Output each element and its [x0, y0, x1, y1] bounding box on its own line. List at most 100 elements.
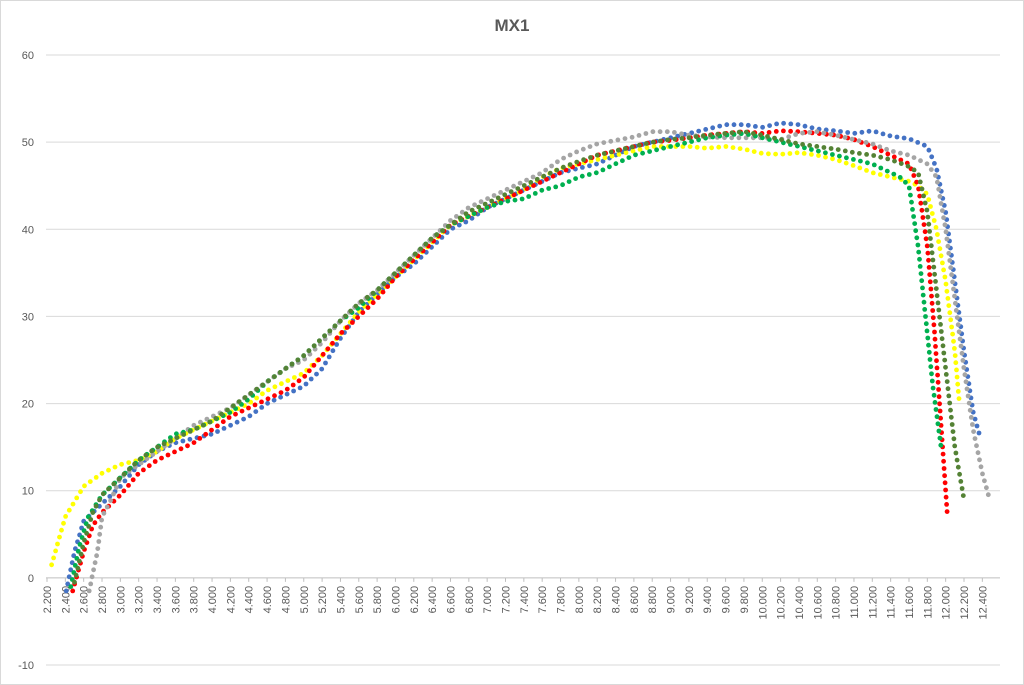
x-tick-label: 7.800: [556, 586, 568, 614]
data-point: [809, 152, 814, 157]
data-point: [290, 382, 296, 388]
data-point: [838, 129, 843, 134]
data-point: [941, 267, 946, 273]
data-point: [905, 152, 910, 158]
data-point: [121, 488, 127, 494]
data-point: [793, 140, 798, 146]
data-point: [976, 430, 982, 436]
data-point: [857, 151, 862, 156]
data-point: [745, 122, 751, 128]
data-point: [392, 271, 397, 277]
data-point: [463, 211, 469, 217]
data-point: [143, 452, 149, 458]
data-point: [278, 394, 283, 400]
data-point: [283, 365, 289, 371]
data-point: [807, 143, 813, 148]
data-point: [948, 414, 954, 420]
data-point: [402, 261, 408, 267]
data-point: [928, 204, 933, 209]
data-point: [643, 131, 649, 136]
data-point: [947, 400, 953, 406]
data-point: [925, 335, 931, 341]
data-point: [953, 308, 959, 313]
data-point: [936, 186, 942, 192]
x-tick-label: 9.600: [721, 586, 733, 614]
data-point: [292, 375, 297, 380]
data-point: [616, 152, 622, 157]
data-point: [936, 307, 942, 313]
data-point: [948, 317, 954, 323]
data-point: [450, 225, 456, 231]
data-point: [856, 138, 862, 144]
data-point: [982, 478, 987, 484]
data-point: [278, 390, 284, 395]
y-tick-label: 0: [28, 573, 34, 585]
data-point: [786, 139, 791, 144]
data-point: [858, 158, 863, 164]
data-point: [931, 322, 937, 328]
data-point: [781, 120, 786, 126]
data-point: [654, 147, 659, 153]
data-point: [751, 131, 756, 136]
data-point: [457, 215, 463, 221]
data-point: [260, 391, 265, 397]
data-point: [204, 416, 210, 422]
data-point: [665, 137, 670, 143]
data-point: [802, 123, 808, 129]
data-point: [586, 172, 592, 177]
data-point: [609, 153, 615, 159]
data-point: [279, 381, 284, 387]
data-point: [469, 207, 475, 213]
x-tick-label: 6.600: [445, 586, 457, 614]
data-point: [49, 562, 54, 568]
data-point: [835, 133, 841, 139]
data-point: [343, 313, 348, 319]
data-point: [731, 122, 737, 128]
data-point: [959, 350, 965, 356]
data-point: [971, 429, 976, 434]
data-point: [555, 159, 560, 165]
data-point: [451, 219, 457, 225]
y-tick-label: -10: [18, 660, 34, 672]
data-point: [945, 296, 951, 301]
data-point: [478, 199, 484, 205]
data-point: [277, 370, 283, 375]
data-point: [306, 348, 312, 354]
data-point: [254, 386, 260, 392]
data-point: [658, 138, 663, 144]
data-point: [766, 130, 772, 135]
data-point: [870, 141, 876, 147]
data-point: [696, 128, 702, 134]
data-point: [339, 330, 345, 335]
x-tick-label: 3.400: [152, 586, 164, 614]
data-point: [935, 421, 941, 427]
data-point: [672, 136, 678, 142]
data-point: [837, 158, 842, 164]
data-point: [68, 584, 74, 589]
y-tick-label: 60: [22, 50, 34, 62]
data-point: [766, 151, 771, 157]
data-point: [252, 402, 258, 408]
data-point: [531, 183, 536, 188]
data-point: [946, 303, 952, 308]
data-point: [539, 187, 545, 193]
data-point: [936, 239, 941, 245]
data-point: [86, 588, 92, 594]
data-point: [672, 130, 677, 135]
data-point: [911, 155, 917, 161]
data-point: [917, 193, 923, 199]
data-point: [864, 168, 869, 173]
data-point: [498, 190, 503, 195]
data-point: [53, 548, 58, 554]
data-point: [100, 491, 106, 497]
data-point: [774, 121, 779, 127]
data-point: [928, 167, 934, 173]
data-point: [931, 392, 937, 398]
data-point: [959, 486, 965, 491]
data-point: [311, 362, 317, 368]
data-point: [502, 192, 508, 198]
data-point: [59, 527, 64, 533]
data-point: [111, 481, 117, 487]
data-point: [788, 121, 794, 127]
data-point: [593, 170, 599, 176]
